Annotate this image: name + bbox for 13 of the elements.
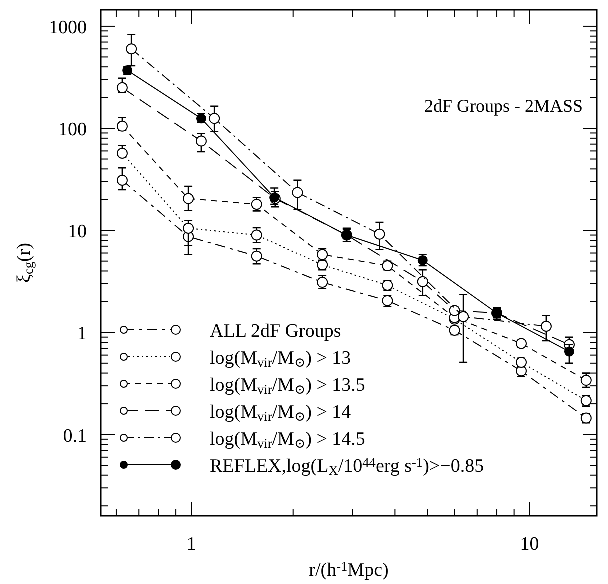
y-tick-label: 1 [78, 324, 87, 345]
y-tick-label: 0.1 [63, 426, 87, 447]
legend-label: log(M$_{vir}$/M$_{⊙}$) > 14.5 [210, 429, 366, 452]
annotation: 2dF Groups - 2MASS [424, 96, 583, 116]
legend-label: REFLEX,log(L$_{X}$/10$^{44}$erg s$^{-1}$)>−0.85 [210, 454, 484, 478]
x-axis-title: r/(h$^{-1}$Mpc) [309, 558, 389, 581]
legend-label: log(M$_{vir}$/M$_{⊙}$) > 13.5 [210, 375, 366, 398]
legend-label: log(M$_{vir}$/M$_{⊙}$) > 14 [210, 402, 352, 424]
y-tick-label: 10 [68, 222, 87, 243]
legend-label: log(M$_{vir}$/M$_{⊙}$) > 13 [210, 348, 352, 370]
legend-label: ALL 2dF Groups [210, 321, 342, 342]
y-tick-label: 100 [58, 120, 87, 141]
y-tick-label: 1000 [49, 17, 87, 38]
